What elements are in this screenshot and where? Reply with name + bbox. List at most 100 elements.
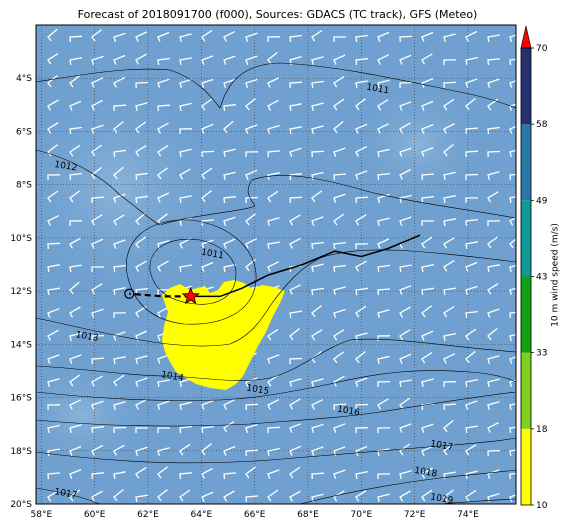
wind-barb xyxy=(377,398,389,410)
isobar-label: 1011 xyxy=(366,83,390,97)
wind-barb xyxy=(179,148,192,158)
wind-barb xyxy=(289,55,302,65)
wind-barb xyxy=(245,78,258,88)
isobar-label: 1017 xyxy=(430,439,454,453)
wind-barb xyxy=(289,490,301,502)
wind-barb xyxy=(443,81,457,89)
wind-barb xyxy=(47,144,58,157)
wind-barb xyxy=(399,216,412,226)
wind-barb xyxy=(289,34,302,43)
wind-barb xyxy=(201,491,214,502)
wind-barb xyxy=(91,214,103,226)
wind-barb xyxy=(421,100,434,111)
wind-barb xyxy=(465,285,478,295)
wind-barb xyxy=(443,305,455,318)
wind-barb xyxy=(377,309,390,318)
wind-barb xyxy=(311,56,324,65)
wind-barb xyxy=(201,443,212,456)
wind-barb xyxy=(377,264,390,273)
wind-barb xyxy=(201,29,213,42)
wind-barb xyxy=(443,218,456,227)
wind-barb xyxy=(91,29,102,42)
wind-barb xyxy=(201,261,214,272)
wind-barb xyxy=(113,120,124,134)
wind-barb xyxy=(289,445,302,456)
wind-barb xyxy=(245,213,256,226)
wind-barb xyxy=(355,403,369,411)
wind-barb xyxy=(69,468,82,479)
wind-barb xyxy=(47,215,59,226)
wind-barb xyxy=(245,466,257,479)
wind-barb xyxy=(377,355,390,365)
isobar-1017-sw xyxy=(36,487,101,504)
wind-barb xyxy=(509,449,516,457)
isobar-label: 1011 xyxy=(200,248,224,262)
wind-barb xyxy=(421,330,434,341)
wind-barb xyxy=(465,328,477,341)
wind-barb xyxy=(47,264,60,273)
wind-barb xyxy=(399,306,411,318)
wind-barb xyxy=(179,195,192,204)
wind-barb xyxy=(113,471,126,480)
wind-barb xyxy=(487,34,500,43)
wind-barb xyxy=(201,190,212,203)
wind-barb xyxy=(135,446,148,456)
wind-barb xyxy=(421,123,434,134)
wind-barb xyxy=(267,261,280,272)
wind-barb xyxy=(267,241,280,250)
wind-barb xyxy=(465,425,478,434)
wind-barb xyxy=(47,28,58,42)
wind-barb xyxy=(223,148,236,158)
wind-barb xyxy=(289,423,302,433)
wind-barb xyxy=(135,398,147,410)
wind-barb xyxy=(91,444,103,456)
wind-barb xyxy=(245,495,259,503)
wind-barb xyxy=(113,166,124,180)
longitude-label: 72°E xyxy=(404,510,426,520)
wind-barb xyxy=(267,354,280,364)
wind-barb xyxy=(509,426,516,434)
wind-barb xyxy=(509,149,516,157)
wind-barb xyxy=(113,444,125,456)
wind-barb xyxy=(113,374,125,387)
wind-barb xyxy=(201,98,213,111)
wind-barb xyxy=(113,214,125,226)
wind-barb xyxy=(289,173,302,181)
wind-barb xyxy=(421,264,434,273)
wind-barb xyxy=(267,124,280,134)
wind-barb xyxy=(135,145,147,157)
wind-barb xyxy=(399,194,412,204)
wind-barb xyxy=(509,403,516,411)
wind-barb xyxy=(509,494,516,502)
isobar-1013 xyxy=(36,249,516,347)
wind-barb xyxy=(311,216,324,226)
wind-barb xyxy=(421,287,434,295)
wind-barb xyxy=(443,171,456,181)
wind-barb xyxy=(377,217,390,227)
isobar-labels: 1011 1012 1011 1013 1014 1015 1016 1017 1018 1019… xyxy=(54,83,455,504)
wind-barb xyxy=(91,99,103,111)
wind-barb xyxy=(465,350,476,364)
wind-barb xyxy=(179,57,192,66)
wind-barb xyxy=(201,167,213,180)
wind-barb xyxy=(69,489,81,502)
wind-barb xyxy=(377,172,390,181)
wind-barb xyxy=(289,196,303,204)
wind-barb xyxy=(333,264,346,273)
wind-barb xyxy=(47,308,60,318)
colorbar-segment xyxy=(521,48,531,125)
wind-barb xyxy=(443,195,456,204)
wind-barb xyxy=(487,220,501,226)
wind-barb xyxy=(289,237,301,249)
isobar-label: 1018 xyxy=(414,466,439,480)
wind-barb xyxy=(69,35,83,43)
wind-barb xyxy=(245,124,258,134)
wind-barb xyxy=(113,104,127,112)
longitude-label: 66°E xyxy=(244,510,266,520)
wind-barb xyxy=(355,80,368,89)
isobar-1014 xyxy=(36,338,516,381)
wind-barb xyxy=(47,190,59,203)
isobar-label: 1016 xyxy=(336,405,361,419)
wind-barb xyxy=(223,216,236,226)
wind-barb xyxy=(355,123,368,134)
